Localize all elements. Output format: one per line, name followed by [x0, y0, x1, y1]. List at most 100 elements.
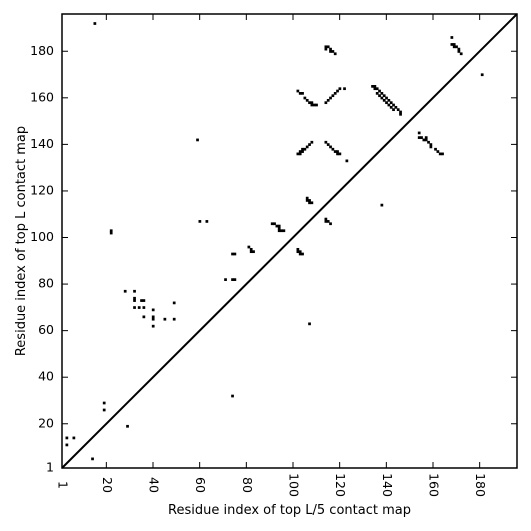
- x-tick-label: 180: [473, 473, 488, 497]
- contact-point: [338, 152, 342, 156]
- contact-point: [65, 436, 69, 440]
- contact-point: [417, 136, 421, 139]
- contact-point: [280, 229, 283, 233]
- contact-point: [308, 101, 311, 105]
- contact-point: [298, 150, 302, 153]
- contact-point: [270, 222, 274, 226]
- contact-point: [389, 101, 393, 105]
- contact-point: [151, 317, 155, 321]
- contact-point: [378, 89, 381, 93]
- y-tick-label: 1: [46, 460, 54, 475]
- y-tick-label: 40: [38, 369, 54, 384]
- contact-point: [394, 105, 398, 109]
- contact-point: [333, 91, 337, 95]
- contact-point: [424, 138, 428, 142]
- contact-point: [380, 96, 384, 100]
- y-axis-label: Residue index of top L contact map: [14, 126, 29, 356]
- contact-point: [310, 103, 314, 107]
- x-tick-label: 1: [56, 481, 71, 489]
- contact-point: [441, 152, 444, 156]
- contact-point: [133, 296, 136, 300]
- contact-point: [338, 87, 342, 91]
- contact-point: [137, 306, 141, 309]
- contact-point: [380, 203, 384, 207]
- contact-point: [396, 108, 400, 112]
- contact-point: [303, 147, 307, 151]
- contact-point: [296, 250, 300, 254]
- contact-point: [389, 105, 393, 109]
- contact-point: [140, 299, 143, 302]
- x-tick-label: 140: [380, 473, 395, 497]
- contact-point: [233, 278, 237, 281]
- contact-point: [231, 394, 234, 398]
- contact-point: [333, 150, 337, 153]
- contact-point: [308, 199, 311, 202]
- contact-point: [308, 143, 311, 146]
- x-tick-label: 80: [240, 477, 255, 493]
- contact-point: [417, 131, 421, 135]
- contact-point: [247, 245, 251, 249]
- contact-point: [298, 252, 302, 256]
- contact-point: [151, 315, 155, 319]
- contact-point: [249, 247, 253, 251]
- contact-point: [142, 315, 146, 319]
- contact-point: [385, 101, 388, 105]
- contact-point: [142, 306, 146, 309]
- contact-point: [450, 36, 454, 39]
- contact-point: [308, 201, 311, 205]
- contact-point: [172, 317, 176, 321]
- contact-point: [324, 47, 328, 51]
- y-tick-label: 180: [30, 43, 54, 58]
- contact-point: [336, 150, 339, 153]
- contact-point: [296, 247, 300, 251]
- contact-point: [387, 98, 391, 102]
- contact-point: [392, 108, 395, 112]
- contact-point: [345, 159, 349, 163]
- contact-point: [422, 138, 426, 142]
- contact-point: [296, 89, 300, 93]
- contact-point: [324, 140, 328, 144]
- contact-point: [429, 143, 433, 146]
- contact-point: [296, 152, 300, 156]
- contact-point: [198, 220, 202, 223]
- contact-point: [343, 87, 346, 91]
- contact-point: [382, 94, 386, 98]
- contact-point: [436, 150, 440, 153]
- contact-point: [315, 103, 318, 107]
- y-tick-label: 60: [38, 322, 54, 337]
- contact-point: [480, 73, 484, 77]
- contact-point: [310, 101, 314, 105]
- contact-point: [333, 52, 337, 56]
- contact-point: [65, 443, 69, 447]
- contact-point: [336, 152, 339, 156]
- x-tick-label: 100: [287, 473, 302, 497]
- x-tick-label: 20: [100, 477, 115, 493]
- contact-point: [380, 91, 384, 95]
- contact-point: [326, 98, 330, 102]
- contact-point: [196, 138, 199, 142]
- contact-point: [142, 299, 146, 302]
- contact-point: [326, 220, 330, 223]
- contact-point: [427, 140, 430, 144]
- contact-point: [123, 289, 127, 293]
- contact-point: [329, 50, 332, 53]
- contact-point: [303, 96, 307, 100]
- contact-point: [375, 87, 379, 91]
- contact-point: [151, 324, 155, 328]
- contact-point: [329, 222, 332, 226]
- y-tick-label: 100: [30, 229, 54, 244]
- contact-point: [452, 45, 456, 49]
- contact-point: [298, 250, 302, 254]
- contact-point: [305, 98, 309, 102]
- y-tick-label: 160: [30, 89, 54, 104]
- contact-point: [312, 103, 316, 107]
- contact-point: [126, 424, 129, 428]
- contact-point: [331, 94, 335, 98]
- contact-point: [298, 91, 302, 95]
- contact-point: [455, 45, 458, 49]
- contact-point: [310, 140, 314, 144]
- contact-point: [102, 401, 106, 405]
- contact-point: [326, 45, 330, 49]
- contact-point: [375, 91, 379, 95]
